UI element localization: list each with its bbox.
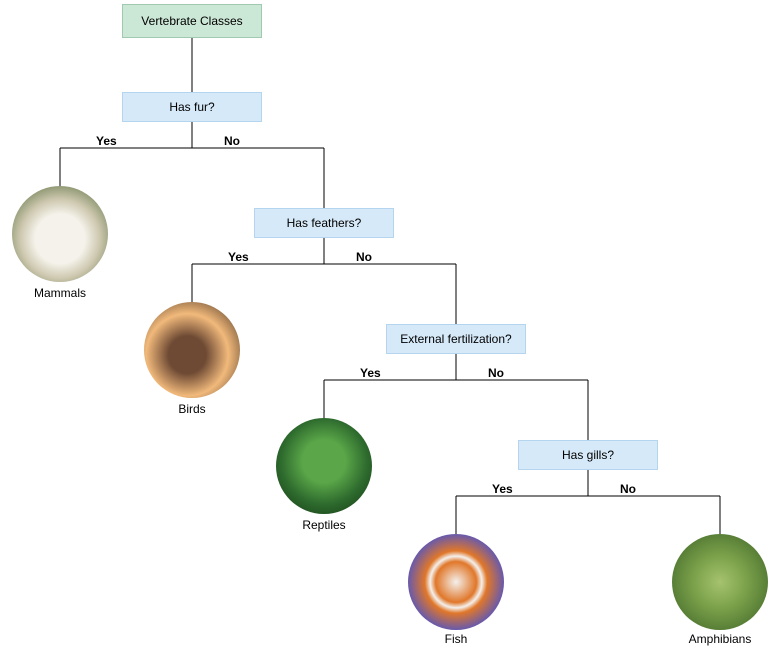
decision-tree-canvas: Vertebrate Classes Has fur? Has feathers… <box>0 0 770 646</box>
question-label: Has gills? <box>562 448 614 462</box>
edge-label-no: No <box>224 134 240 148</box>
question-has-feathers: Has feathers? <box>254 208 394 238</box>
question-label: Has fur? <box>169 100 214 114</box>
leaf-image-mammals <box>12 186 108 282</box>
leaf-image-reptiles <box>276 418 372 514</box>
question-external-fertilization: External fertilization? <box>386 324 526 354</box>
root-node: Vertebrate Classes <box>122 4 262 38</box>
edge-label-yes: Yes <box>96 134 117 148</box>
leaf-label-mammals: Mammals <box>0 286 120 300</box>
edge-label-no: No <box>356 250 372 264</box>
edge-label-yes: Yes <box>228 250 249 264</box>
question-has-gills: Has gills? <box>518 440 658 470</box>
question-label: External fertilization? <box>400 332 511 346</box>
edge-label-no: No <box>620 482 636 496</box>
leaf-image-fish <box>408 534 504 630</box>
edge-label-yes: Yes <box>492 482 513 496</box>
leaf-label-reptiles: Reptiles <box>264 518 384 532</box>
question-has-fur: Has fur? <box>122 92 262 122</box>
leaf-image-amphibians <box>672 534 768 630</box>
leaf-label-fish: Fish <box>396 632 516 646</box>
connector-lines <box>0 0 770 646</box>
leaf-label-amphibians: Amphibians <box>660 632 770 646</box>
edge-label-no: No <box>488 366 504 380</box>
leaf-label-birds: Birds <box>132 402 252 416</box>
question-label: Has feathers? <box>287 216 362 230</box>
root-label: Vertebrate Classes <box>141 14 242 28</box>
edge-label-yes: Yes <box>360 366 381 380</box>
leaf-image-birds <box>144 302 240 398</box>
